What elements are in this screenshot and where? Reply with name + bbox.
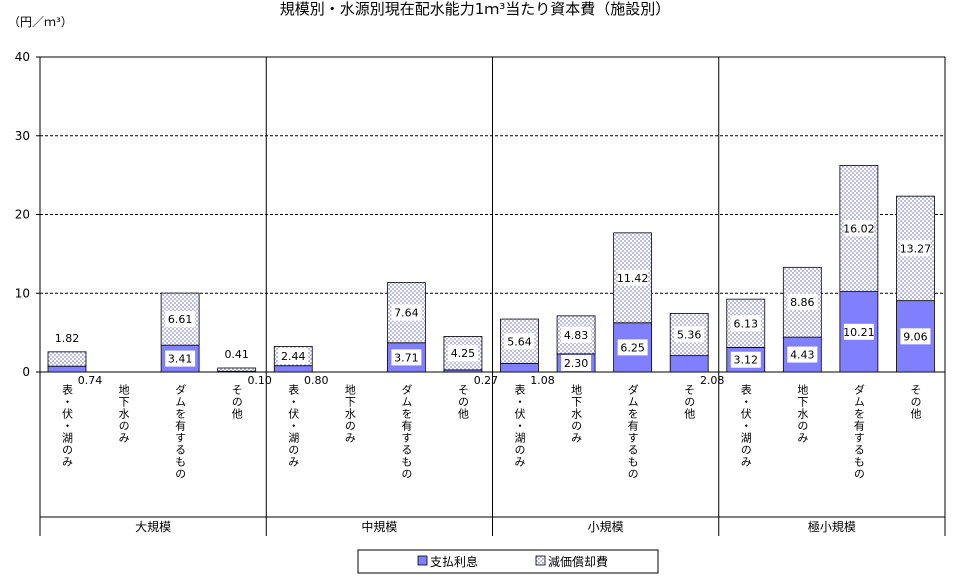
data-label: 8.86 <box>790 296 815 309</box>
label-bg <box>730 315 761 332</box>
legend-label: 減価償却費 <box>548 554 608 569</box>
data-label: 6.61 <box>168 313 193 326</box>
y-tick-label: 40 <box>15 50 30 64</box>
data-label: 9.06 <box>903 330 928 343</box>
group-label: 大規模 <box>135 519 171 534</box>
legend-swatch <box>535 555 546 566</box>
label-bg <box>504 333 535 350</box>
bar-segment <box>273 365 313 373</box>
label-bg <box>730 351 761 368</box>
label-bg <box>391 349 422 366</box>
chart-title: 規模別・水源別現在配水能力1ｍ³当たり資本費（施設別） <box>280 0 671 18</box>
y-tick-label: 30 <box>15 129 30 143</box>
x-tick-label: 表・伏・湖のみ <box>61 383 74 468</box>
data-label: 3.71 <box>394 351 419 364</box>
y-tick-label: 20 <box>15 208 30 222</box>
data-label: 0.27 <box>474 374 499 387</box>
legend-label: 支払利息 <box>430 554 478 569</box>
label-bg <box>391 304 422 321</box>
data-label: 13.27 <box>900 242 932 255</box>
data-label: 16.02 <box>843 223 875 236</box>
y-tick-label: 10 <box>15 286 30 300</box>
data-label: 2.08 <box>700 374 725 387</box>
label-bg <box>617 339 648 356</box>
label-bg <box>900 240 931 257</box>
label-bg <box>843 220 874 237</box>
data-label: 0.80 <box>304 374 329 387</box>
bar-segment <box>217 367 257 372</box>
x-tick-label: 表・伏・湖のみ <box>287 383 300 468</box>
x-tick-label: ダムを有するもの <box>174 384 187 480</box>
label-bg <box>278 348 309 365</box>
data-label: 1.82 <box>55 332 80 345</box>
x-tick-label: ダムを有するもの <box>626 384 639 480</box>
bar-segment <box>47 365 87 373</box>
data-label: 2.44 <box>281 350 306 363</box>
data-label: 0.10 <box>247 374 272 387</box>
data-label: 11.42 <box>617 272 649 285</box>
label-bg <box>447 345 478 362</box>
data-label: 4.83 <box>564 329 589 342</box>
label-bg <box>787 346 818 363</box>
label-bg <box>165 350 196 367</box>
x-tick-label: 地下水のみ <box>570 384 583 444</box>
data-label: 4.43 <box>790 349 815 362</box>
data-label: 3.41 <box>168 353 193 366</box>
legend-swatch <box>417 555 428 566</box>
data-label: 1.08 <box>530 374 555 387</box>
x-tick-label: ダムを有するもの <box>852 384 865 480</box>
label-bg <box>561 326 592 343</box>
data-label: 5.36 <box>677 329 702 342</box>
x-tick-label: ダムを有するもの <box>400 384 413 480</box>
data-label: 7.64 <box>394 307 419 320</box>
x-tick-label: その他 <box>683 384 696 420</box>
bar-segment <box>669 355 709 373</box>
group-label: 小規模 <box>588 519 624 534</box>
label-bg <box>617 269 648 286</box>
label-bg <box>787 294 818 311</box>
data-label: 10.21 <box>843 326 875 339</box>
data-label: 4.25 <box>451 347 476 360</box>
group-label: 極小規模 <box>808 519 856 534</box>
group-label: 中規模 <box>361 519 397 534</box>
x-tick-label: その他 <box>909 384 922 420</box>
data-label: 5.64 <box>507 335 532 348</box>
x-tick-label: その他 <box>230 384 243 420</box>
x-tick-label: 地下水のみ <box>117 384 130 444</box>
label-bg <box>561 354 592 371</box>
x-tick-label: その他 <box>456 384 469 420</box>
data-label: 3.12 <box>734 354 759 367</box>
y-axis-label: （円／ｍ³） <box>8 15 73 29</box>
x-tick-label: 地下水のみ <box>796 384 809 444</box>
data-label: 0.41 <box>224 348 249 361</box>
x-tick-label: 地下水のみ <box>343 384 356 444</box>
legend-box <box>357 549 659 574</box>
data-label: 0.74 <box>78 374 103 387</box>
data-label: 6.25 <box>620 341 645 354</box>
data-label: 6.13 <box>734 317 759 330</box>
label-bg <box>843 323 874 340</box>
bar-segment <box>47 351 87 367</box>
data-label: 2.30 <box>564 357 589 370</box>
label-bg <box>900 328 931 345</box>
label-bg <box>165 311 196 328</box>
x-tick-label: 表・伏・湖のみ <box>513 383 526 468</box>
x-tick-label: 表・伏・湖のみ <box>739 383 752 468</box>
y-tick-label: 0 <box>22 365 30 379</box>
bar-segment <box>500 363 539 373</box>
label-bg <box>674 326 705 343</box>
